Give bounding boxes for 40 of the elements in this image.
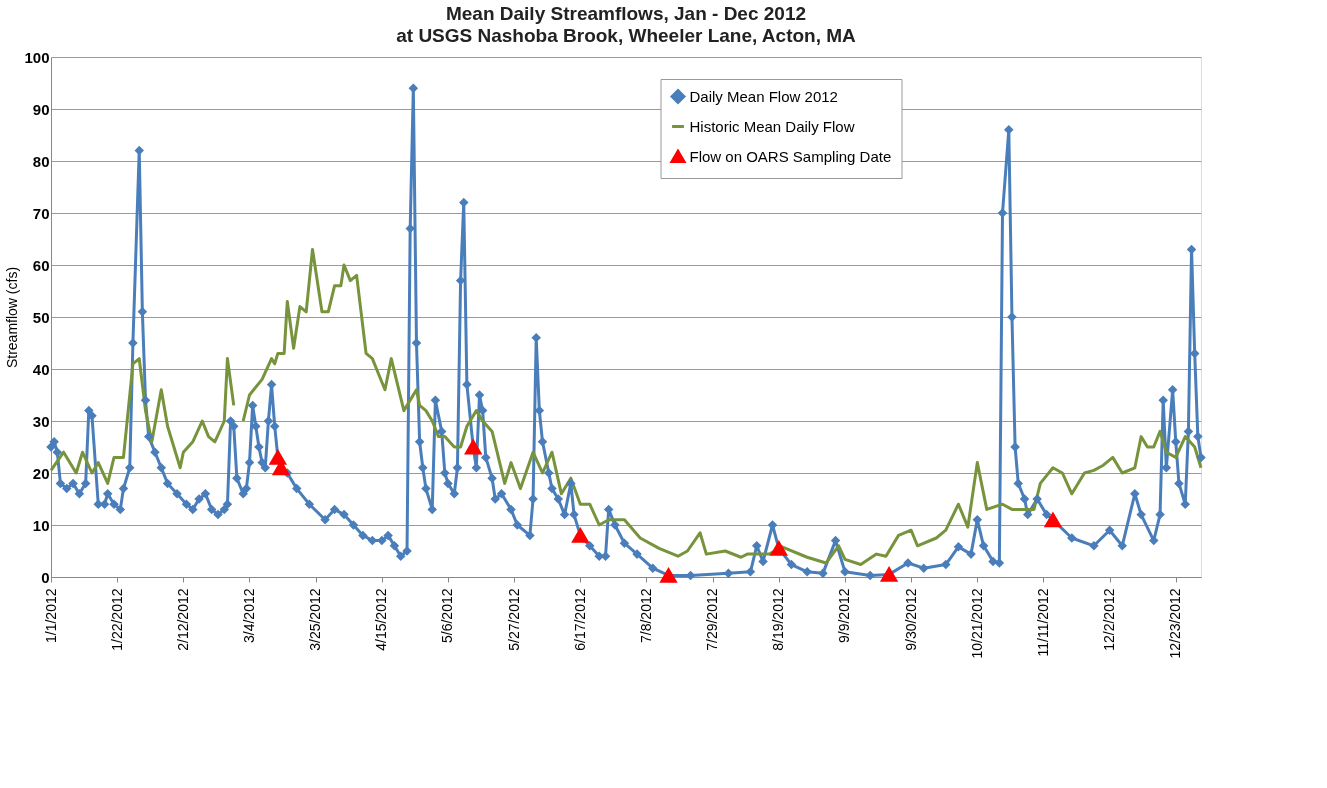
y-tick-label: 80 — [32, 152, 50, 170]
point — [770, 540, 788, 556]
x-tick-label: 7/8/2012 — [637, 588, 654, 643]
y-tick-label: 40 — [32, 360, 50, 378]
y-tick-label: 0 — [41, 568, 50, 586]
x-tick-label: 10/21/2012 — [968, 588, 985, 659]
point — [880, 566, 898, 582]
x-tick-label: 3/25/2012 — [307, 588, 324, 651]
y-tick-label: 90 — [32, 100, 50, 118]
point — [464, 439, 482, 455]
x-tick-label: 11/11/2012 — [1034, 588, 1051, 657]
x-tick-label: 3/4/2012 — [240, 588, 257, 643]
x-tick-label: 2/12/2012 — [174, 588, 191, 651]
x-tick-label: 6/17/2012 — [571, 588, 588, 651]
y-tick-label: 20 — [32, 464, 50, 482]
y-tick-label: 50 — [32, 308, 50, 326]
y-axis-title: Streamflow (cfs) — [4, 266, 21, 369]
x-tick-label: 1/1/2012 — [42, 588, 59, 643]
point — [1044, 512, 1062, 528]
chart-title: Mean Daily Streamflows, Jan - Dec 2012 — [445, 3, 807, 24]
legend-label: Daily Mean Flow 2012 — [689, 87, 838, 105]
x-tick-label: 8/19/2012 — [770, 588, 787, 651]
y-tick-label: 70 — [32, 204, 50, 222]
chart-subtitle: at USGS Nashoba Brook, Wheeler Lane, Acton, MA — [396, 25, 857, 46]
y-tick-label: 60 — [32, 256, 50, 274]
x-tick-label: 5/6/2012 — [439, 588, 456, 643]
y-tick-label: 100 — [24, 48, 50, 66]
legend-label: Flow on OARS Sampling Date — [689, 147, 892, 165]
y-tick-label: 10 — [32, 516, 50, 534]
x-tick-label: 9/9/2012 — [836, 588, 853, 643]
y-tick-label: 30 — [32, 412, 50, 430]
x-tick-label: 4/15/2012 — [373, 588, 390, 651]
x-tick-label: 9/30/2012 — [902, 588, 919, 651]
x-tick-label: 12/2/2012 — [1101, 588, 1118, 651]
x-tick-label: 5/27/2012 — [505, 588, 522, 651]
legend-label: Historic Mean Daily Flow — [689, 117, 855, 135]
x-tick-label: 1/22/2012 — [108, 588, 125, 651]
point — [571, 527, 589, 543]
x-tick-label: 7/29/2012 — [704, 588, 721, 651]
x-tick-label: 12/23/2012 — [1167, 588, 1184, 659]
